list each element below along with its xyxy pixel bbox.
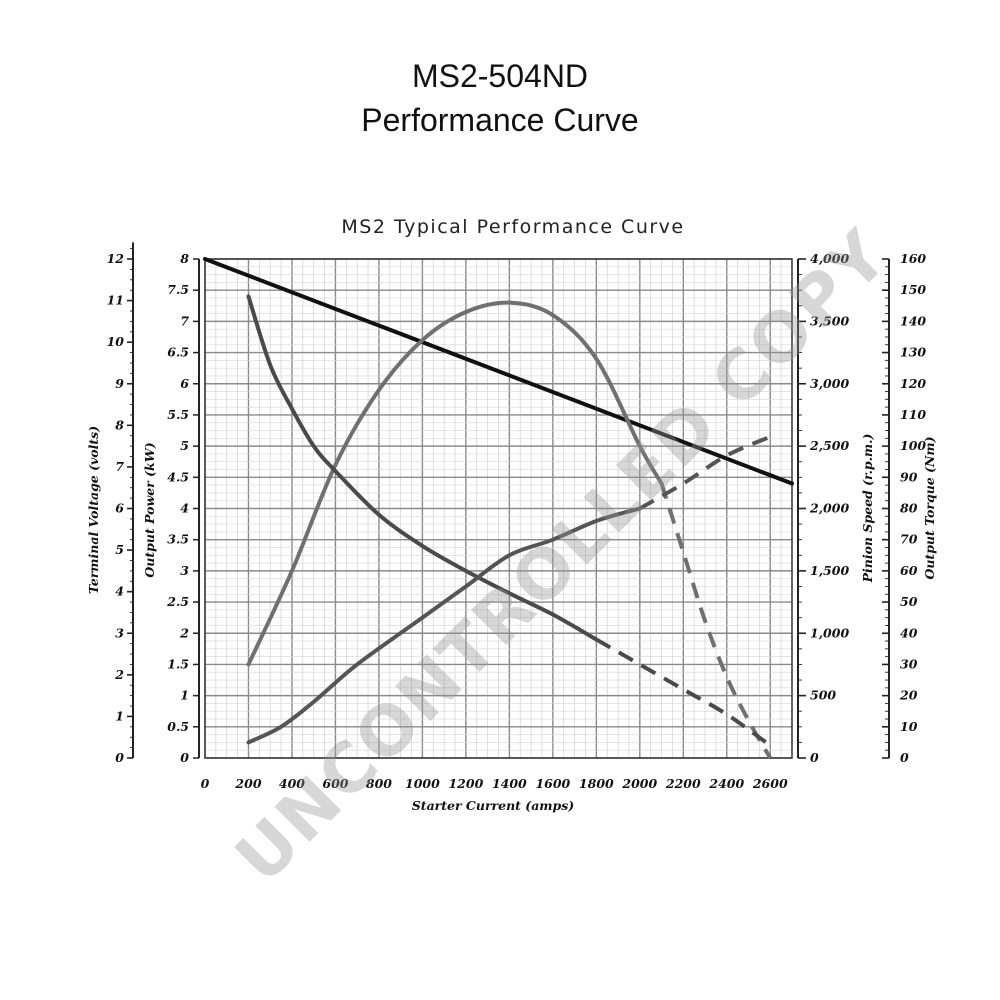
output-power-tick-label: 0.5 bbox=[167, 719, 189, 734]
output-torque-tick-label: 130 bbox=[900, 345, 926, 360]
chart-grid bbox=[204, 258, 793, 759]
x-tick-label: 600 bbox=[322, 776, 348, 791]
output-torque-tick-label: 80 bbox=[900, 501, 918, 516]
x-tick-label: 1200 bbox=[448, 776, 483, 791]
terminal-voltage-tick-label: 3 bbox=[115, 625, 124, 640]
output-power-tick-label: 2 bbox=[179, 625, 189, 640]
x-tick-label: 400 bbox=[279, 776, 305, 791]
output-torque-tick-label: 90 bbox=[900, 469, 918, 484]
pinion-speed-tick-label: 3,000 bbox=[810, 376, 849, 391]
chart-axes: 0 200 400 600 800 1000 1200 1400 1600 1800 2000 220… bbox=[107, 242, 926, 791]
x-tick-label: 1800 bbox=[579, 776, 614, 791]
output-torque-tick-label: 140 bbox=[900, 313, 926, 328]
pinion-speed-tick-label: 1,500 bbox=[810, 563, 849, 578]
output-torque-axis-title: Output Torque (Nm) bbox=[922, 436, 937, 579]
x-tick-label: 2600 bbox=[752, 776, 788, 791]
output-power-tick-label: 4.5 bbox=[167, 469, 189, 484]
power-series-line bbox=[246, 300, 664, 667]
output-power-tick-label: 8 bbox=[180, 251, 189, 266]
output-torque-tick-label: 0 bbox=[900, 750, 909, 765]
x-tick-label: 2400 bbox=[708, 776, 744, 791]
terminal-voltage-tick-label: 5 bbox=[115, 542, 124, 557]
output-power-tick-label: 5 bbox=[180, 438, 189, 453]
output-power-tick-label: 1 bbox=[180, 688, 189, 703]
output-power-tick-label: 7 bbox=[180, 313, 189, 328]
terminal-voltage-axis-title: Terminal Voltage (volts) bbox=[86, 426, 101, 594]
terminal-voltage-tick-label: 2 bbox=[114, 667, 124, 682]
speed-series-line bbox=[246, 294, 599, 642]
chart-series bbox=[203, 257, 794, 760]
output-power-tick-label: 6.5 bbox=[167, 345, 189, 360]
terminal-voltage-tick-label: 10 bbox=[107, 334, 125, 349]
terminal-voltage-tick-label: 9 bbox=[115, 376, 124, 391]
output-power-tick-label: 5.5 bbox=[167, 407, 189, 422]
pinion-speed-tick-label: 1,000 bbox=[810, 625, 849, 640]
output-power-tick-label: 4 bbox=[180, 501, 189, 516]
terminal-voltage-tick-label: 12 bbox=[107, 251, 125, 266]
speed-series-extrapolated-line bbox=[595, 637, 772, 748]
terminal-voltage-tick-label: 1 bbox=[115, 708, 124, 723]
output-power-tick-label: 2.5 bbox=[166, 594, 189, 609]
output-torque-tick-label: 10 bbox=[900, 719, 918, 734]
output-power-tick-label: 6 bbox=[180, 376, 189, 391]
x-tick-label: 200 bbox=[234, 776, 261, 791]
pinion-speed-tick-label: 500 bbox=[810, 688, 836, 703]
power-series-extrapolated-line bbox=[659, 482, 772, 760]
pinion-speed-tick-label: 2,000 bbox=[809, 501, 849, 516]
page-subtitle: Performance Curve bbox=[361, 102, 639, 138]
x-tick-label: 1400 bbox=[492, 776, 527, 791]
output-torque-tick-label: 60 bbox=[900, 563, 918, 578]
output-power-axis-title: Output Power (kW) bbox=[142, 442, 157, 577]
torque-series-line bbox=[246, 506, 642, 745]
plot-frame bbox=[204, 258, 793, 759]
x-tick-label: 1000 bbox=[405, 776, 440, 791]
x-tick-label: 1600 bbox=[535, 776, 570, 791]
terminal-voltage-tick-label: 8 bbox=[115, 417, 124, 432]
output-torque-tick-label: 120 bbox=[900, 376, 926, 391]
output-torque-tick-label: 70 bbox=[900, 532, 918, 547]
output-power-tick-label: 3 bbox=[180, 563, 189, 578]
output-power-tick-label: 0 bbox=[180, 750, 189, 765]
voltage-series-line bbox=[203, 257, 794, 486]
page-title: MS2-504ND bbox=[411, 58, 589, 94]
output-power-tick-label: 7.5 bbox=[167, 282, 189, 297]
terminal-voltage-tick-label: 0 bbox=[115, 750, 124, 765]
pinion-speed-axis-title: Pinion Speed (r.p.m.) bbox=[860, 434, 875, 584]
terminal-voltage-tick-label: 4 bbox=[115, 584, 124, 599]
output-power-tick-label: 1.5 bbox=[167, 656, 189, 671]
terminal-voltage-tick-label: 11 bbox=[107, 293, 124, 308]
output-torque-tick-label: 110 bbox=[900, 407, 926, 422]
output-torque-tick-label: 30 bbox=[900, 656, 918, 671]
pinion-speed-tick-label: 0 bbox=[810, 750, 819, 765]
pinion-speed-tick-label: 2,500 bbox=[809, 438, 849, 453]
output-torque-tick-label: 50 bbox=[900, 594, 918, 609]
pinion-speed-tick-label: 3,500 bbox=[810, 313, 849, 328]
chart-title: MS2 Typical Performance Curve bbox=[341, 216, 684, 238]
output-torque-tick-label: 40 bbox=[900, 625, 918, 640]
x-tick-label: 2200 bbox=[665, 776, 701, 791]
terminal-voltage-tick-label: 7 bbox=[115, 459, 124, 474]
output-torque-tick-label: 100 bbox=[900, 438, 926, 453]
output-torque-tick-label: 160 bbox=[900, 251, 926, 266]
output-torque-tick-label: 150 bbox=[900, 282, 926, 297]
output-torque-tick-label: 20 bbox=[899, 688, 918, 703]
pinion-speed-tick-label: 4,000 bbox=[810, 251, 849, 266]
x-tick-label: 800 bbox=[366, 776, 392, 791]
output-power-tick-label: 3.5 bbox=[167, 532, 189, 547]
x-tick-label: 0 bbox=[201, 776, 210, 791]
x-axis-title: Starter Current (amps) bbox=[412, 798, 575, 813]
x-tick-label: 2000 bbox=[621, 776, 657, 791]
terminal-voltage-tick-label: 6 bbox=[115, 501, 124, 516]
